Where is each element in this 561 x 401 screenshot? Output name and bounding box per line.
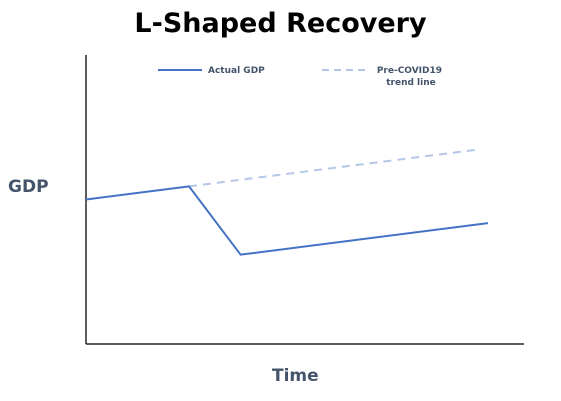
y-axis-label: GDP bbox=[8, 177, 49, 197]
chart-title: L-Shaped Recovery bbox=[134, 8, 427, 39]
series-line-1 bbox=[188, 148, 478, 188]
x-axis-label: Time bbox=[272, 366, 319, 386]
legend-item-actual-gdp: Actual GDP bbox=[158, 66, 265, 76]
legend-label-actual-gdp: Actual GDP bbox=[208, 66, 265, 76]
legend-item-trend: Pre-COVID19 trend line bbox=[322, 66, 445, 88]
legend: Actual GDP Pre-COVID19 trend line bbox=[158, 66, 445, 88]
legend-label-trend: Pre-COVID19 trend line bbox=[377, 66, 445, 88]
series-line-0 bbox=[85, 185, 489, 256]
series-layer bbox=[85, 148, 489, 256]
